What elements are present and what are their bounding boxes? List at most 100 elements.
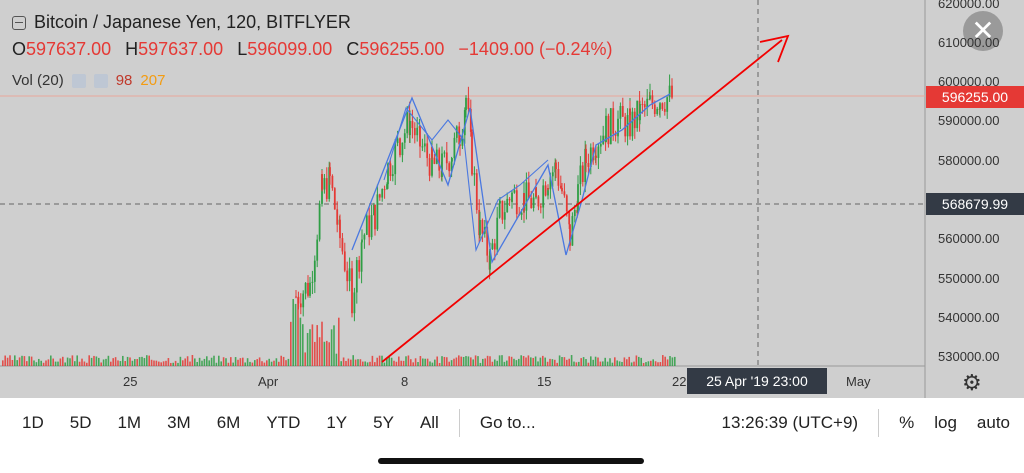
- range-3m-button[interactable]: 3M: [167, 413, 191, 432]
- volume-bar: [477, 356, 479, 366]
- volume-bar: [525, 357, 527, 366]
- indicator-settings-icon[interactable]: [71, 73, 86, 88]
- candle-body: [646, 98, 649, 108]
- price-chart-svg[interactable]: [0, 0, 1024, 398]
- volume-bar: [134, 359, 136, 366]
- volume-bar: [263, 362, 266, 366]
- volume-bar: [266, 360, 268, 366]
- candle-body: [461, 135, 464, 146]
- range-1y-button[interactable]: 1Y: [326, 413, 348, 432]
- timezone-clock[interactable]: 13:26:39 (UTC+9): [721, 413, 859, 432]
- candle-body: [607, 115, 610, 145]
- volume-bar: [136, 359, 138, 366]
- candle-body: [323, 178, 326, 190]
- volume-bar: [554, 359, 556, 366]
- volume-bar: [530, 357, 532, 366]
- volume-bar: [306, 332, 309, 366]
- candle-body: [413, 128, 416, 136]
- candle-body: [489, 248, 491, 270]
- log-toggle[interactable]: log: [934, 413, 957, 432]
- volume-bar: [405, 356, 407, 366]
- percent-toggle[interactable]: %: [899, 413, 915, 432]
- volume-bar: [278, 361, 280, 366]
- trendline-arrow: [381, 39, 783, 363]
- candle-body: [396, 138, 399, 144]
- volume-bar: [448, 361, 450, 366]
- volume-bar: [486, 355, 489, 366]
- goto-button[interactable]: Go to...: [479, 413, 536, 432]
- time-tick-label: May: [846, 374, 871, 389]
- volume-bar: [443, 356, 446, 366]
- volume-bar: [618, 361, 621, 366]
- volume-bar: [580, 358, 582, 366]
- volume-bar: [191, 355, 194, 366]
- candle-body: [653, 104, 656, 114]
- volume-bar: [455, 357, 458, 366]
- volume-bar: [23, 356, 26, 366]
- candle-body: [513, 190, 516, 193]
- candle-body: [346, 270, 349, 282]
- volume-bar: [630, 362, 633, 366]
- crosshair-price-tag: 568679.99: [926, 193, 1024, 215]
- volume-bar: [458, 355, 460, 366]
- candle-body: [363, 234, 366, 240]
- chart-area[interactable]: Bitcoin / Japanese Yen, 120, BITFLYER O5…: [0, 0, 1024, 398]
- candle-body: [617, 118, 619, 136]
- time-tick-label: Apr: [258, 374, 279, 389]
- volume-bar: [398, 356, 400, 366]
- volume-bar: [602, 361, 604, 366]
- volume-bar: [153, 360, 155, 366]
- volume-bar: [623, 357, 626, 366]
- volume-bar: [131, 360, 134, 366]
- volume-bar: [438, 362, 441, 366]
- volume-bar: [366, 362, 369, 366]
- volume-bar: [119, 361, 122, 366]
- range-ytd-button[interactable]: YTD: [266, 413, 301, 432]
- volume-bar: [52, 358, 54, 366]
- volume-bar: [460, 356, 462, 366]
- volume-bar: [551, 359, 554, 366]
- price-tick-label: 590000.00: [938, 113, 1000, 128]
- candle-body: [339, 219, 341, 239]
- volume-bar: [611, 362, 614, 366]
- close-icon[interactable]: ✕: [963, 11, 1003, 51]
- candle-body: [295, 296, 297, 298]
- volume-bar: [482, 358, 484, 366]
- volume-bar: [376, 357, 378, 366]
- volume-bar: [652, 359, 654, 366]
- legend-collapse-icon[interactable]: [12, 15, 26, 30]
- candle-body: [406, 112, 409, 134]
- candle-body: [508, 198, 511, 201]
- volume-bar: [638, 356, 640, 366]
- range-5y-button[interactable]: 5Y: [373, 413, 394, 432]
- candle-body: [569, 224, 571, 246]
- volume-bar: [626, 359, 628, 366]
- volume-bar: [141, 356, 143, 366]
- candle-body: [394, 143, 397, 175]
- candle-body: [355, 260, 358, 293]
- range-1d-button[interactable]: 1D: [22, 413, 44, 432]
- candle-body: [671, 85, 673, 98]
- range-all-button[interactable]: All: [419, 413, 439, 432]
- auto-toggle[interactable]: auto: [976, 413, 1010, 432]
- range-6m-button[interactable]: 6M: [216, 413, 241, 432]
- volume-bar: [374, 362, 376, 366]
- volume-bar: [393, 360, 395, 366]
- volume-bar: [470, 357, 472, 366]
- volume-bar: [359, 359, 362, 366]
- candle-body: [568, 211, 571, 225]
- close-value: 596255.00: [359, 39, 445, 59]
- price-tick-label: 600000.00: [938, 74, 1000, 89]
- gear-icon[interactable]: ⚙: [962, 370, 982, 395]
- volume-bar: [510, 356, 513, 366]
- volume-bar: [628, 356, 630, 366]
- volume-bar: [282, 356, 285, 366]
- range-1m-button[interactable]: 1M: [117, 413, 142, 432]
- candle-body: [656, 108, 659, 114]
- volume-bar: [434, 359, 436, 366]
- candle-body: [605, 115, 607, 143]
- volume-bar: [158, 361, 160, 366]
- indicator-remove-icon[interactable]: [93, 73, 108, 88]
- range-5d-button[interactable]: 5D: [69, 413, 92, 432]
- volume-bar: [650, 360, 652, 366]
